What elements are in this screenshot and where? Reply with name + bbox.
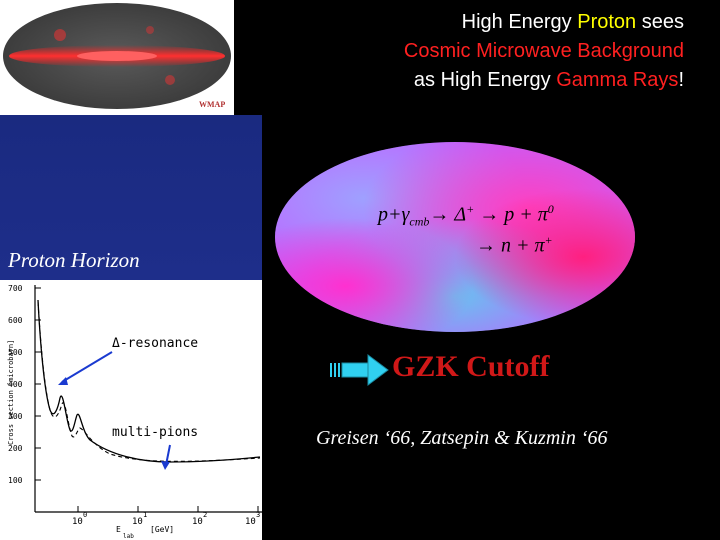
y-ticks bbox=[35, 287, 41, 481]
x-tick-base: 10 bbox=[132, 517, 143, 527]
x-axis-unit: [GeV] bbox=[150, 525, 174, 534]
reaction-line-2: → n + π+ bbox=[476, 233, 553, 258]
reaction-subscript: cmb bbox=[409, 214, 430, 229]
multi-pions-label: multi-pions bbox=[112, 425, 199, 440]
x-tick-exp: 0 bbox=[83, 511, 87, 519]
slide-title: High Energy Proton sees Cosmic Microwave… bbox=[264, 8, 684, 95]
reaction-superscript: 0 bbox=[547, 202, 554, 216]
model-cross-section-curve bbox=[37, 301, 261, 462]
right-arrow-icon bbox=[330, 354, 389, 386]
proton-horizon-label: Proton Horizon bbox=[8, 248, 140, 272]
x-tick-base: 10 bbox=[192, 517, 203, 527]
x-tick-exp: 3 bbox=[256, 511, 260, 519]
y-tick-label: 500 bbox=[8, 348, 23, 357]
cross-section-plot: 700 600 500 400 300 200 100 10 0 10 1 10… bbox=[0, 280, 262, 540]
reaction-text: → Δ bbox=[429, 203, 467, 226]
title-text: as High Energy bbox=[413, 69, 557, 91]
title-text: High Energy bbox=[461, 11, 578, 33]
y-tick-label: 100 bbox=[8, 476, 23, 485]
y-axis-label: Cross section [microbarn] bbox=[7, 340, 15, 445]
delta-resonance-label: Δ-resonance bbox=[112, 336, 199, 351]
title-highlight-gamma: Gamma Rays bbox=[556, 69, 679, 91]
wmap-galaxy-map bbox=[3, 3, 231, 109]
multipion-arrow-head bbox=[161, 461, 170, 470]
title-text: sees bbox=[636, 11, 684, 33]
y-tick-label: 700 bbox=[8, 284, 23, 293]
y-tick-label: 300 bbox=[8, 412, 23, 421]
x-axis-label-sub: lab bbox=[123, 533, 134, 540]
reaction-line-1: p+γcmb→ Δ+ → p + π0 bbox=[378, 202, 554, 230]
reaction-superscript: + bbox=[544, 233, 553, 247]
title-line-1: High Energy Proton sees bbox=[264, 8, 684, 37]
reaction-superscript: + bbox=[466, 202, 475, 216]
cmb-sky-map bbox=[275, 142, 635, 332]
delta-arrow-head bbox=[58, 377, 68, 385]
wmap-label: WMAP bbox=[199, 100, 226, 109]
citation: Greisen ‘66, Zatsepin & Kuzmin ‘66 bbox=[316, 427, 608, 449]
x-tick-exp: 2 bbox=[203, 511, 207, 519]
reaction-text: p+γ bbox=[378, 203, 410, 226]
x-tick-exp: 1 bbox=[143, 511, 147, 519]
y-tick-label: 600 bbox=[8, 316, 23, 325]
y-tick-label: 200 bbox=[8, 444, 23, 453]
reaction-text: → n + π bbox=[476, 234, 545, 257]
x-tick-base: 10 bbox=[72, 517, 83, 527]
title-text: ! bbox=[678, 69, 684, 91]
x-axis-label: E bbox=[116, 525, 121, 534]
y-tick-label: 400 bbox=[8, 380, 23, 389]
delta-arrow bbox=[61, 351, 113, 383]
wmap-sky-map-image: WMAP bbox=[0, 0, 234, 117]
gzk-cutoff-label: GZK Cutoff bbox=[392, 350, 550, 383]
title-line-2: Cosmic Microwave Background bbox=[403, 40, 684, 62]
reaction-text: → p + π bbox=[474, 203, 548, 226]
x-tick-labels: 10 0 10 1 10 2 10 3 bbox=[72, 511, 260, 527]
x-ticks bbox=[77, 506, 259, 512]
plot-canvas: 700 600 500 400 300 200 100 10 0 10 1 10… bbox=[7, 284, 262, 540]
x-tick-base: 10 bbox=[245, 517, 256, 527]
title-line-3: as High Energy Gamma Rays! bbox=[264, 66, 684, 95]
title-highlight-proton: Proton bbox=[577, 11, 637, 33]
y-tick-labels: 700 600 500 400 300 200 100 bbox=[8, 284, 23, 485]
